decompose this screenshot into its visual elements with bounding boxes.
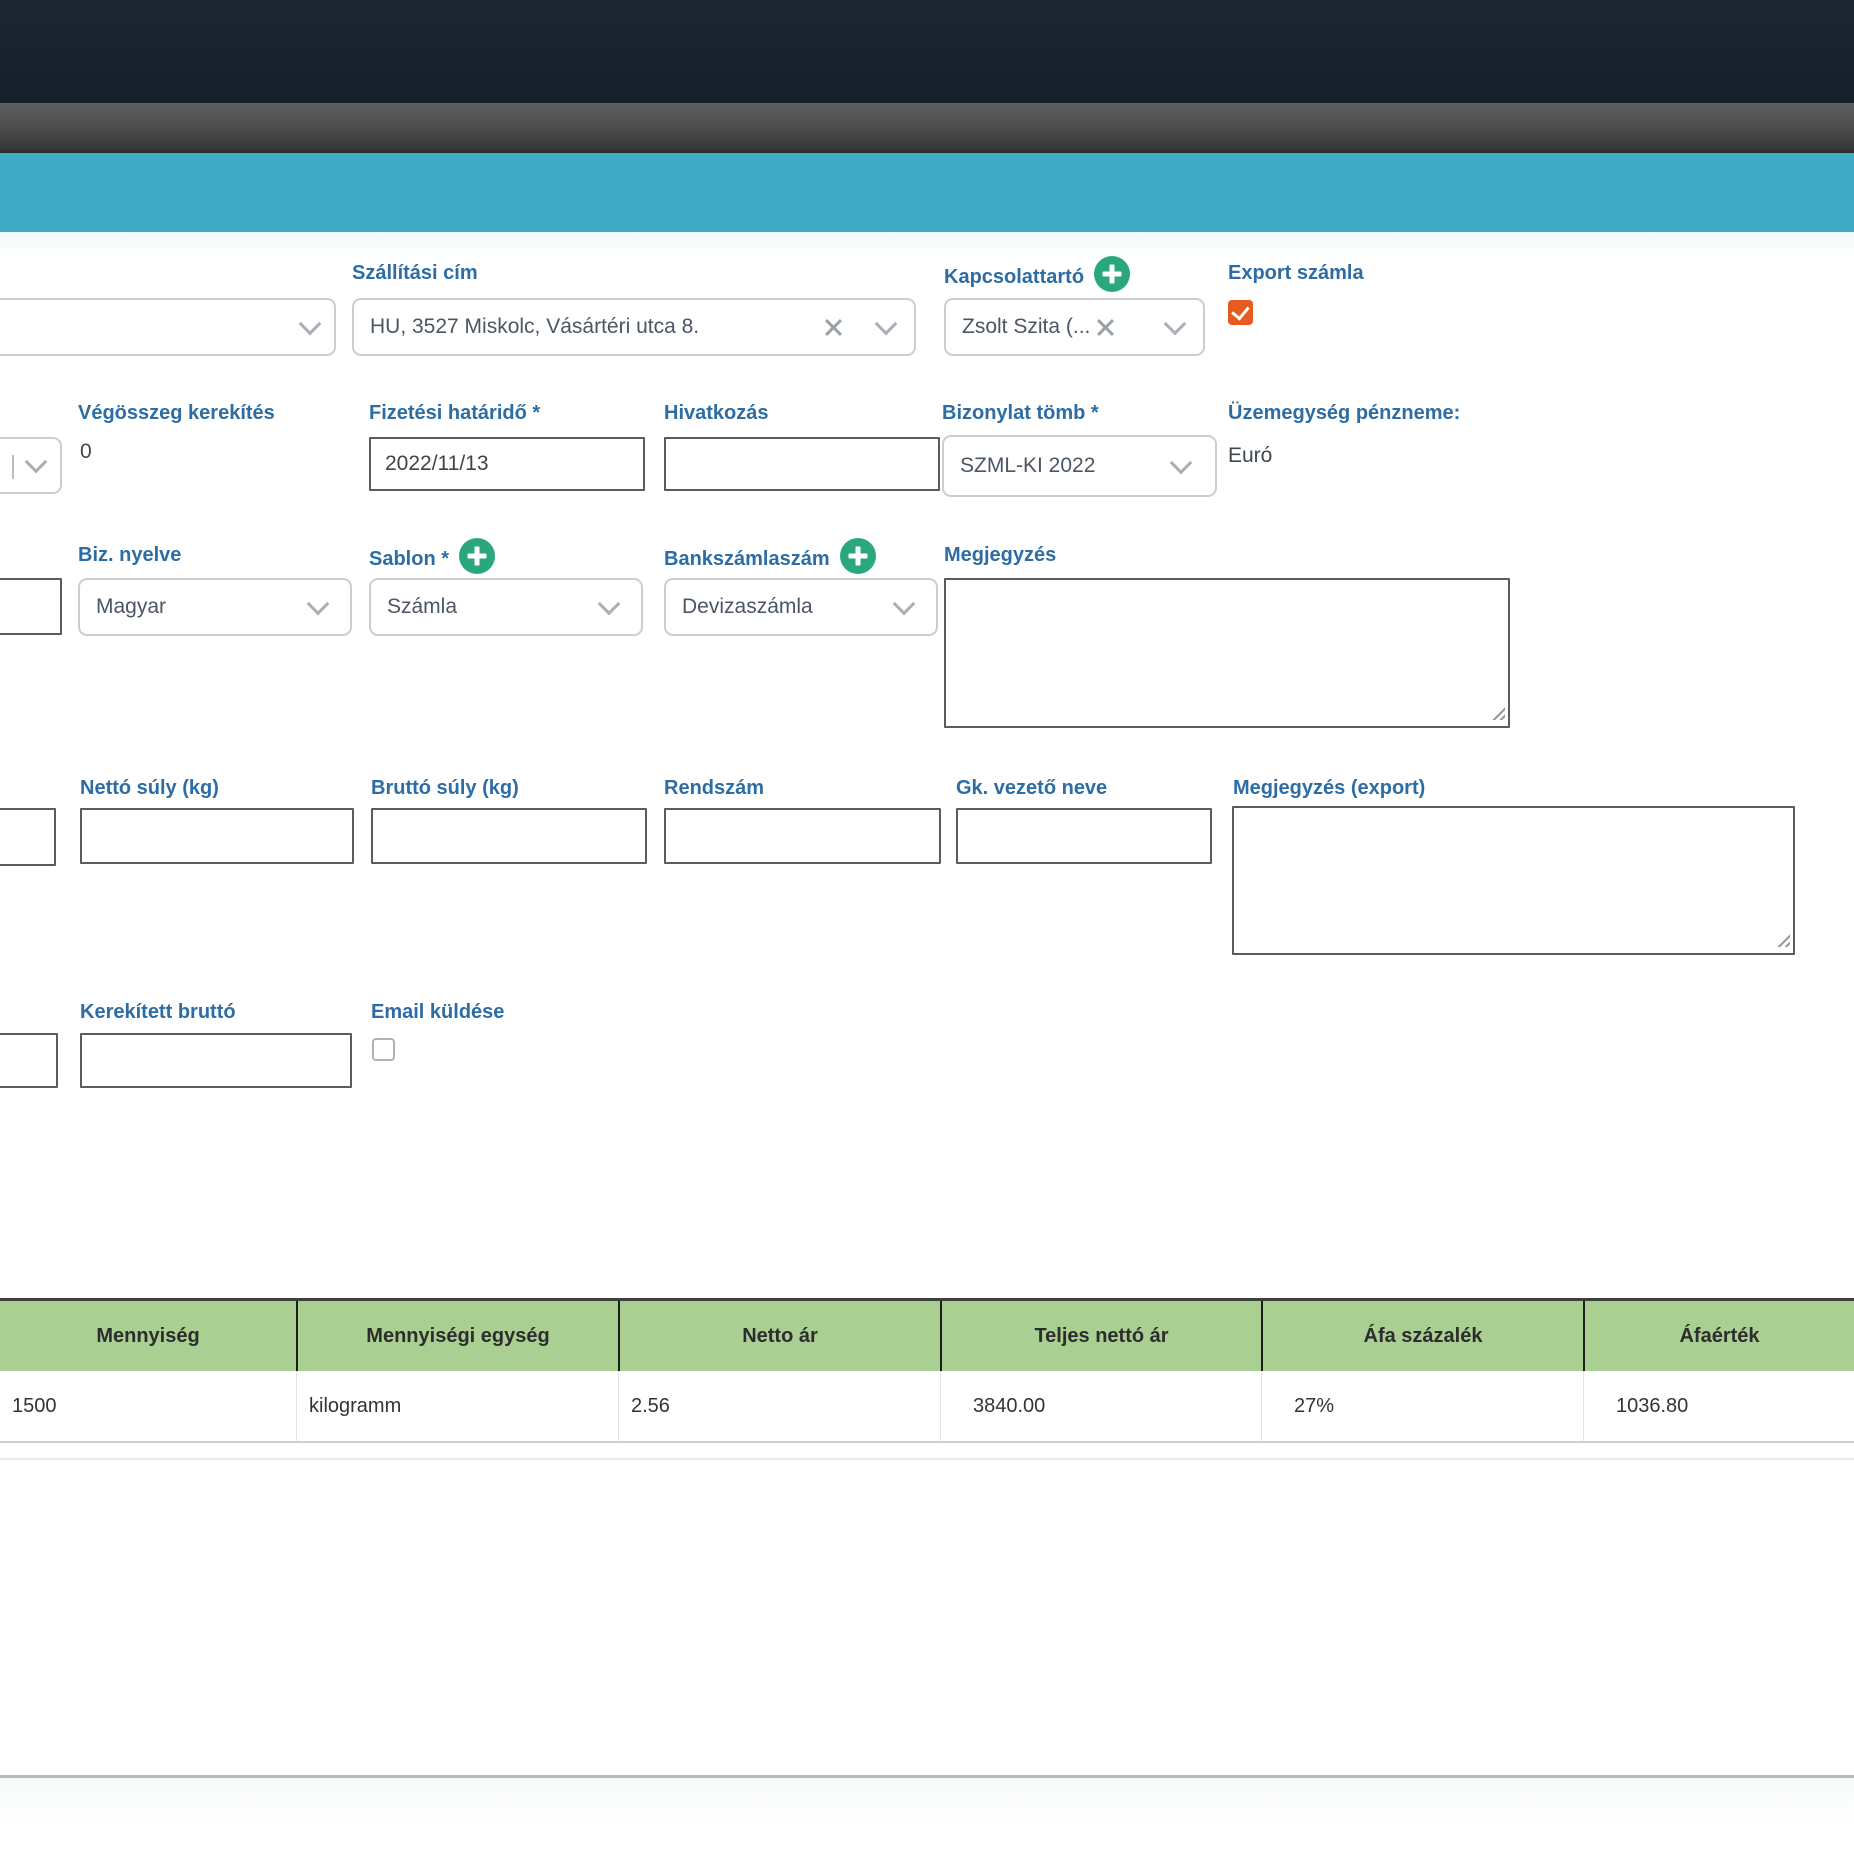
template-value: Számla xyxy=(387,595,458,618)
gross-weight-label: Bruttó súly (kg) xyxy=(371,777,519,799)
template-select[interactable]: Számla xyxy=(369,578,643,636)
chevron-down-icon xyxy=(1169,451,1193,474)
header-glow xyxy=(0,232,1854,260)
chevron-down-icon xyxy=(874,312,898,335)
template-label: Sablon * xyxy=(369,547,450,570)
document-block-select[interactable]: SZML-KI 2022 xyxy=(942,435,1217,497)
contact-value: Zsolt Szita (... xyxy=(962,315,1091,338)
items-table-header: Mennyiség Mennyiségi egység Netto ár Tel… xyxy=(0,1298,1854,1371)
contact-select[interactable]: Zsolt Szita (... xyxy=(944,298,1205,356)
app-top-bar xyxy=(0,0,1854,103)
gross-weight-input[interactable] xyxy=(371,808,647,864)
chevron-down-icon xyxy=(892,592,916,615)
plate-number-input[interactable] xyxy=(664,808,941,864)
table-row[interactable]: 1500 kilogramm 2.56 3840.00 27% 1036.80 xyxy=(0,1371,1854,1443)
column-header-vat-percent: Áfa százalék xyxy=(1261,1301,1583,1371)
unit-currency-label: Üzemegység pénzneme: xyxy=(1228,402,1461,424)
total-rounding-value: 0 xyxy=(80,440,92,463)
toolbar-bar xyxy=(0,103,1854,153)
bank-account-select[interactable]: Devizaszámla xyxy=(664,578,938,636)
send-email-label: Email küldése xyxy=(371,1001,505,1023)
bank-account-label: Bankszámlaszám xyxy=(664,547,830,570)
x-icon[interactable] xyxy=(824,317,844,337)
cell-unit: kilogramm xyxy=(296,1371,618,1441)
total-rounding-label: Végösszeg kerekítés xyxy=(78,402,275,424)
section-divider xyxy=(0,1775,1854,1778)
document-language-select[interactable]: Magyar xyxy=(78,578,352,636)
comment-label: Megjegyzés xyxy=(944,544,1057,566)
due-date-label: Fizetési határidő * xyxy=(369,402,541,424)
clipped-input[interactable] xyxy=(0,578,62,635)
chevron-down-icon xyxy=(597,592,621,615)
cell-net-price: 2.56 xyxy=(618,1371,940,1441)
due-date-input[interactable] xyxy=(369,437,645,491)
cell-quantity: 1500 xyxy=(12,1394,57,1417)
document-language-label: Biz. nyelve xyxy=(78,544,182,566)
plus-circle-icon[interactable] xyxy=(459,538,496,574)
cell-total-net: 3840.00 xyxy=(940,1371,1261,1441)
column-header-net-price: Netto ár xyxy=(618,1301,940,1371)
bank-account-value: Devizaszámla xyxy=(682,595,813,618)
shipping-address-select[interactable]: HU, 3527 Miskolc, Vásártéri utca 8. xyxy=(352,298,916,356)
shipping-address-label: Szállítási cím xyxy=(352,262,478,284)
cell-vat-value: 1036.80 xyxy=(1583,1371,1854,1441)
document-block-value: SZML-KI 2022 xyxy=(960,454,1096,477)
clipped-input[interactable] xyxy=(0,808,56,866)
comment-export-label: Megjegyzés (export) xyxy=(1233,777,1426,799)
column-header-unit: Mennyiségi egység xyxy=(296,1301,618,1371)
chevron-down-icon xyxy=(1163,312,1187,335)
bank-account-label-row: Bankszámlaszám xyxy=(664,538,876,574)
reference-label: Hivatkozás xyxy=(664,402,769,424)
accent-header-bar xyxy=(0,153,1854,232)
contact-label-row: Kapcsolattartó xyxy=(944,256,1131,292)
comment-textarea[interactable] xyxy=(944,578,1510,728)
plate-number-label: Rendszám xyxy=(664,777,765,799)
reference-input[interactable] xyxy=(664,437,940,491)
plus-circle-icon[interactable] xyxy=(1094,256,1131,292)
contact-label: Kapcsolattartó xyxy=(944,265,1085,288)
driver-name-input[interactable] xyxy=(956,808,1212,864)
currency-select[interactable] xyxy=(0,437,62,494)
net-weight-input[interactable] xyxy=(80,808,354,864)
rounded-gross-input[interactable] xyxy=(80,1033,352,1088)
footer-area xyxy=(0,1778,1854,1854)
column-header-quantity: Mennyiség xyxy=(96,1324,200,1347)
chevron-down-icon xyxy=(306,592,330,615)
clipped-text xyxy=(12,455,14,479)
send-email-checkbox[interactable] xyxy=(372,1038,395,1061)
shipping-address-value: HU, 3527 Miskolc, Vásártéri utca 8. xyxy=(370,315,700,338)
plus-circle-icon[interactable] xyxy=(839,538,876,574)
rounded-gross-label: Kerekített bruttó xyxy=(80,1001,236,1023)
document-block-label: Bizonylat tömb * xyxy=(942,402,1099,424)
chevron-down-icon xyxy=(298,312,322,335)
comment-export-textarea[interactable] xyxy=(1232,806,1795,955)
x-icon[interactable] xyxy=(1096,317,1116,337)
document-language-value: Magyar xyxy=(96,595,167,618)
unit-currency-value: Euró xyxy=(1228,444,1273,467)
column-header-total-net: Teljes nettó ár xyxy=(940,1301,1261,1371)
table-footer-line xyxy=(0,1458,1854,1460)
column-header-vat-value: Áfaérték xyxy=(1583,1301,1854,1371)
clipped-input[interactable] xyxy=(0,1033,58,1088)
export-invoice-label: Export számla xyxy=(1228,262,1364,284)
driver-name-label: Gk. vezető neve xyxy=(956,777,1108,799)
partner-select[interactable] xyxy=(0,298,336,356)
net-weight-label: Nettó súly (kg) xyxy=(80,777,219,799)
template-label-row: Sablon * xyxy=(369,538,496,574)
chevron-down-icon xyxy=(24,450,48,474)
export-invoice-checkbox[interactable] xyxy=(1228,300,1253,325)
cell-vat-percent: 27% xyxy=(1261,1371,1583,1441)
